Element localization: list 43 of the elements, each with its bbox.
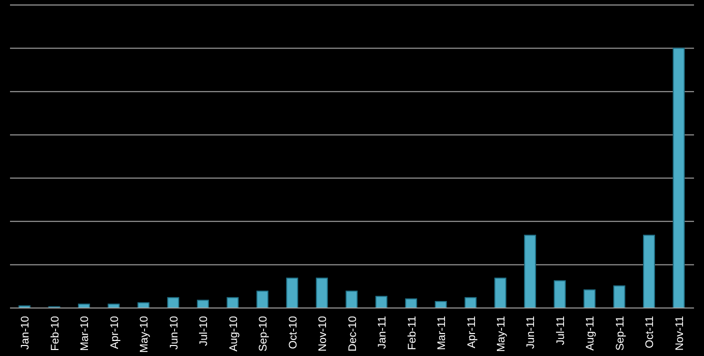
x-tick-label: Aug-11	[584, 316, 597, 351]
x-tick-label: Jul-10	[198, 316, 210, 346]
x-tick-label: Mar-11	[436, 316, 448, 350]
bar	[108, 304, 120, 308]
bar	[286, 278, 298, 308]
x-tick-label: Jan-11	[376, 316, 389, 349]
x-tick-label: Nov-11	[674, 316, 686, 351]
x-tick-label: Dec-10	[346, 316, 359, 352]
bar	[405, 298, 418, 308]
bar	[167, 297, 180, 308]
bar	[78, 304, 90, 308]
x-tick-label: Jun-10	[168, 316, 180, 350]
x-tick-label: Oct-10	[287, 316, 300, 350]
x-tick-label: Aug-10	[228, 316, 240, 352]
bar	[584, 289, 596, 308]
bar	[524, 234, 536, 308]
bar	[494, 278, 506, 308]
x-tick-label: Jan-10	[20, 316, 32, 350]
x-tick-label: Feb-11	[406, 316, 418, 350]
x-tick-label: Apr-10	[108, 316, 121, 350]
bar	[375, 296, 388, 308]
bar	[256, 290, 268, 308]
bar	[464, 297, 477, 308]
x-tick-label: Feb-10	[49, 316, 62, 351]
x-tick-label: Sep-11	[614, 316, 626, 351]
bar	[434, 301, 447, 308]
bar	[672, 48, 685, 308]
bar	[196, 300, 209, 308]
x-tick-label: Mar-10	[79, 316, 92, 351]
x-tick-label: Oct-11	[644, 316, 656, 348]
x-tick-label: May-10	[138, 316, 151, 353]
bar	[613, 285, 626, 308]
bar	[316, 278, 328, 308]
x-tick-label: Jul-11	[554, 316, 567, 346]
x-tick-label: May-11	[496, 316, 508, 352]
x-tick-label: Apr-11	[466, 316, 478, 348]
bar	[643, 234, 656, 308]
x-tick-label: Nov-10	[317, 316, 330, 352]
bar	[226, 297, 239, 308]
x-tick-label: Sep-10	[258, 316, 270, 352]
bar	[346, 290, 358, 308]
bar	[554, 280, 566, 308]
x-tick-label: Jun-11	[525, 316, 538, 349]
